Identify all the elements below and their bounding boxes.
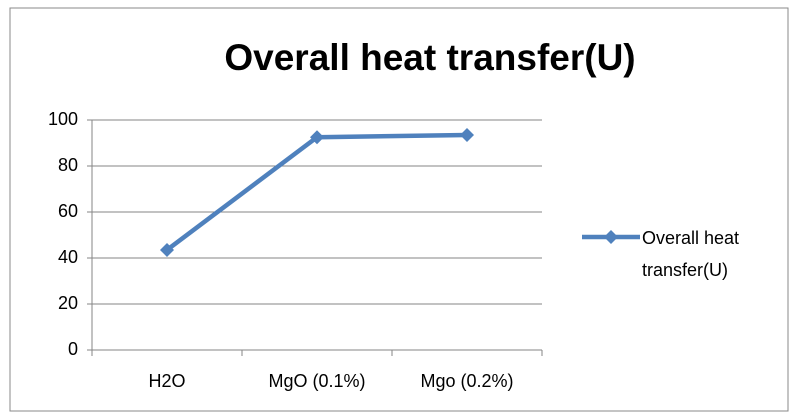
legend-swatch-marker: [604, 230, 618, 244]
y-tick-label: 60: [58, 201, 78, 221]
y-tick-label: 0: [68, 339, 78, 359]
x-tick-label: H2O: [148, 371, 185, 391]
x-tick-label: MgO (0.1%): [268, 371, 365, 391]
data-point: [160, 242, 174, 257]
y-tick-label: 100: [48, 109, 78, 129]
y-tick-label: 40: [58, 247, 78, 267]
chart-border: [9, 7, 789, 412]
legend-label: Overall heat transfer(U): [642, 228, 740, 280]
y-tick-label: 20: [58, 293, 78, 313]
x-tick-label: Mgo (0.2%): [420, 371, 513, 391]
data-point: [310, 130, 324, 145]
y-tick-label: 80: [58, 155, 78, 175]
data-point: [460, 127, 474, 142]
chart-title: Overall heat transfer(U): [224, 37, 635, 78]
